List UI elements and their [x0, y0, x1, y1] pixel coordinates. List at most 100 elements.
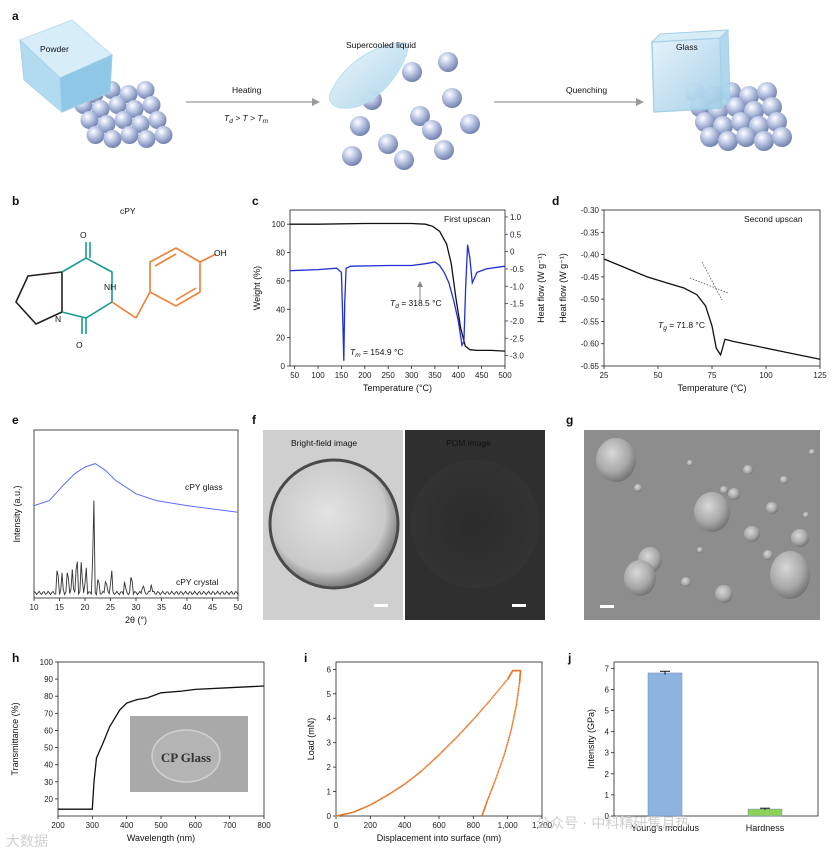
data-point — [472, 718, 475, 721]
scale-bar — [600, 605, 614, 608]
heating-label: Heating — [232, 85, 262, 95]
data-point — [466, 725, 469, 727]
data-point — [511, 722, 514, 725]
data-point — [439, 752, 442, 755]
heating-condition: Td > T > Tm — [224, 113, 269, 125]
data-point — [481, 814, 484, 816]
data-point — [457, 734, 460, 737]
panel-label-b: b — [12, 194, 19, 208]
sphere-icon — [148, 111, 167, 129]
panel-label-g: g — [566, 413, 573, 427]
data-point — [489, 699, 492, 701]
data-point — [458, 732, 461, 735]
data-point — [454, 738, 456, 740]
data-point — [507, 740, 510, 742]
sphere-icon — [772, 127, 792, 147]
data-point — [462, 729, 465, 731]
axes-d: 25 50 75 100 125 -0.30 -0.35 -0.40 -0.45 -0.50 -0.… — [558, 206, 827, 393]
y2-tick-label: 0.5 — [510, 230, 522, 239]
y-tick-label: 0 — [281, 362, 286, 371]
data-point — [501, 684, 504, 686]
sem-droplet — [780, 476, 788, 484]
data-point — [443, 749, 445, 751]
sphere-icon — [460, 114, 480, 134]
data-point — [496, 773, 499, 775]
bright-field-title: Bright-field image — [291, 438, 357, 448]
sem-droplet — [744, 526, 760, 542]
panel-label-e: e — [12, 413, 19, 427]
atom-nh: NH — [104, 282, 116, 292]
data-point — [435, 756, 438, 759]
data-point — [416, 773, 418, 776]
data-point — [446, 745, 449, 748]
data-point — [502, 757, 504, 760]
data-point — [500, 761, 503, 763]
data-point — [487, 701, 489, 704]
data-point — [503, 682, 505, 685]
plot-frame-d — [603, 209, 821, 367]
data-point — [422, 768, 424, 771]
y-tick-label: 100 — [40, 658, 54, 667]
supercooled-label: Supercooled liquid — [346, 40, 416, 50]
data-point — [478, 711, 481, 714]
data-point — [513, 712, 516, 714]
sem-droplet — [687, 460, 693, 466]
data-point — [429, 761, 432, 764]
x-tick-label: 35 — [157, 603, 166, 612]
data-point — [463, 727, 466, 730]
x-axis-label: Wavelength (nm) — [127, 833, 195, 843]
panel-f: f Bright-field image POM image — [252, 413, 545, 620]
y2-axis-label: Heat flow (W g⁻¹) — [536, 253, 546, 323]
sphere-icon — [442, 88, 462, 108]
sphere-icon — [736, 127, 756, 147]
pom-droplet — [411, 460, 539, 588]
data-point — [411, 777, 413, 780]
sem-droplet — [770, 551, 810, 599]
sem-droplet — [694, 492, 730, 532]
data-point — [482, 707, 484, 710]
chart-c-title: First upscan — [444, 214, 491, 224]
data-point — [433, 758, 435, 761]
tm-annotation: Tm = 154.9 °C — [350, 347, 403, 359]
data-point — [496, 774, 498, 777]
data-point — [510, 726, 513, 728]
data-point — [477, 713, 480, 715]
sphere-icon — [422, 120, 442, 140]
data-point — [456, 735, 459, 738]
data-point — [441, 750, 444, 753]
sphere-icon — [91, 100, 110, 118]
sem-droplet — [634, 484, 642, 492]
y-tick-label: 60 — [276, 277, 285, 286]
data-point — [414, 774, 417, 777]
sphere-icon — [342, 146, 362, 166]
data-point — [430, 760, 433, 763]
x-tick-label: 50 — [654, 371, 663, 380]
panel-label-a: a — [12, 9, 19, 23]
tg-tangent-lines — [689, 261, 729, 301]
data-point — [490, 697, 493, 700]
data-point — [497, 769, 500, 772]
panel-i: i 0 200 400 600 800 1,000 1,200 0 1 2 3 4 5 6 Displace… — [304, 651, 553, 843]
y2-tick-label: 0 — [510, 248, 515, 257]
sphere-icon — [394, 150, 414, 170]
x-tick-label: 1,200 — [532, 821, 553, 830]
data-point — [474, 715, 477, 718]
sphere-icon — [80, 111, 99, 129]
data-point — [402, 784, 405, 786]
sphere-icon — [410, 106, 430, 126]
x-tick-label: 45 — [208, 603, 217, 612]
data-point — [518, 685, 520, 688]
plot-frame-e — [33, 429, 239, 599]
panel-label-j: j — [567, 651, 571, 665]
panel-h: h 200 300 400 500 600 700 800 20 30 40 50 60 70 80 90 1… — [10, 651, 271, 843]
y-tick-label: 3 — [327, 739, 332, 748]
data-point — [518, 684, 521, 686]
data-point — [516, 699, 518, 702]
data-point — [488, 700, 491, 703]
data-point — [491, 786, 494, 789]
data-point — [488, 795, 490, 798]
x-tick-label: 300 — [86, 821, 100, 830]
data-point — [501, 759, 504, 761]
x-tick-label: 0 — [334, 821, 339, 830]
sphere-icon — [120, 126, 139, 144]
